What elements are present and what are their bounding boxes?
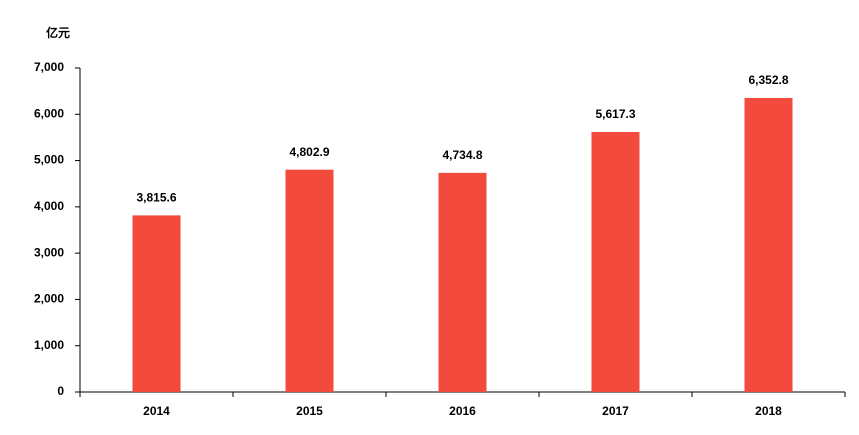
y-tick-label: 7,000 xyxy=(34,60,64,74)
y-tick-label: 1,000 xyxy=(34,338,64,352)
value-label: 6,352.8 xyxy=(748,73,788,87)
y-tick-label: 6,000 xyxy=(34,106,64,120)
value-label: 4,734.8 xyxy=(442,148,482,162)
x-tick-label: 2017 xyxy=(602,404,629,418)
y-tick-label: 5,000 xyxy=(34,153,64,167)
bar xyxy=(285,169,334,392)
y-tick-label: 0 xyxy=(57,384,64,398)
bar xyxy=(438,172,487,392)
value-label: 5,617.3 xyxy=(595,107,635,121)
x-tick-label: 2015 xyxy=(296,404,323,418)
unit-label: 亿元 xyxy=(46,25,70,40)
bar xyxy=(744,97,793,392)
value-label: 3,815.6 xyxy=(136,191,176,205)
x-tick-label: 2016 xyxy=(449,404,476,418)
bar xyxy=(132,215,181,392)
y-tick-label: 3,000 xyxy=(34,245,64,259)
y-tick-label: 2,000 xyxy=(34,292,64,306)
y-tick-label: 4,000 xyxy=(34,199,64,213)
x-tick-label: 2018 xyxy=(755,404,782,418)
bar xyxy=(591,131,640,392)
x-tick-label: 2014 xyxy=(143,404,170,418)
value-label: 4,802.9 xyxy=(289,145,329,159)
